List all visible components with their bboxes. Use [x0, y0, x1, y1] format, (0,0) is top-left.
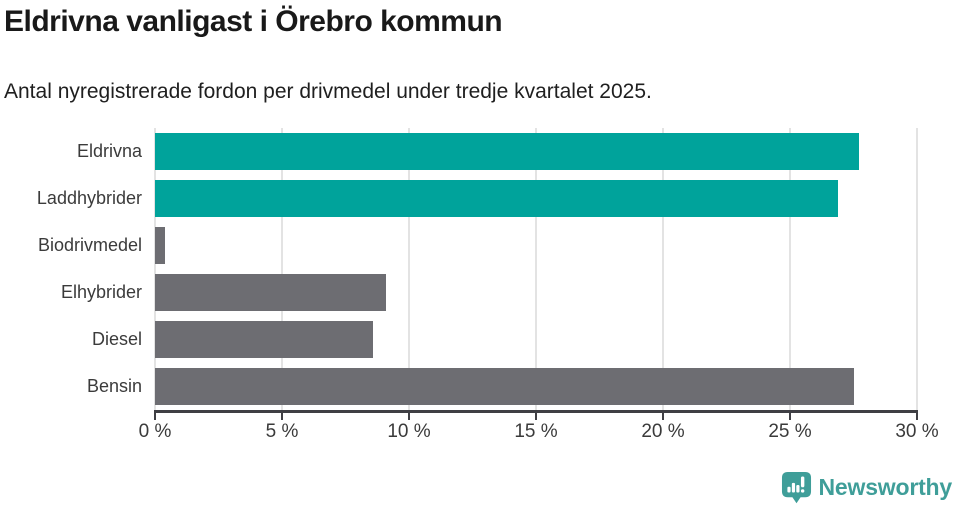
x-axis-tick: [154, 410, 156, 420]
gridline: [408, 128, 410, 410]
bar-row: Diesel: [0, 316, 917, 363]
chart-subtitle: Antal nyregistrerade fordon per drivmede…: [4, 80, 652, 103]
bar-chart-speech-bubble-icon: [781, 471, 812, 504]
x-tick-label: 30 %: [895, 421, 939, 442]
x-axis-tick: [789, 410, 791, 420]
bar-track: [155, 128, 917, 175]
newsworthy-logo-text: Newsworthy: [818, 473, 953, 500]
chart-title: Eldrivna vanligast i Örebro kommun: [4, 5, 503, 38]
bar-row: Bensin: [0, 363, 917, 410]
x-axis-tick: [662, 410, 664, 420]
bar-track: [155, 222, 917, 269]
x-tick-label: 5 %: [265, 421, 299, 442]
x-tick-label: 20 %: [641, 421, 685, 442]
bar-track: [155, 175, 917, 222]
x-axis-tick: [916, 410, 918, 420]
bar-eldrivna: [155, 133, 859, 170]
x-tick-label: 25 %: [768, 421, 812, 442]
category-label: Elhybrider: [60, 282, 142, 302]
newsworthy-logo[interactable]: Newsworthy: [781, 470, 952, 504]
bar-biodrivmedel: [155, 227, 166, 264]
x-axis-tick: [535, 410, 537, 420]
bar-laddhybrider: [155, 180, 839, 217]
bar-rows: Eldrivna Laddhybrider Biodrivmedel Elhyb…: [0, 128, 917, 410]
plot-gridlines: [154, 128, 918, 410]
bar-row: Laddhybrider: [0, 175, 917, 222]
x-tick-label: 10 %: [387, 421, 431, 442]
bar-diesel: [155, 321, 374, 358]
bar-track: [155, 269, 917, 316]
gridline: [154, 128, 156, 410]
category-label: Diesel: [91, 329, 142, 349]
bar-row: Biodrivmedel: [0, 222, 917, 269]
x-tick-label: 0 %: [138, 421, 172, 442]
x-axis-tick-labels: 0 % 5 % 10 % 15 % 20 % 25 % 30 %: [139, 421, 939, 445]
bar-track: [155, 363, 917, 410]
gridline: [535, 128, 537, 410]
gridline: [281, 128, 283, 410]
bar-row: Elhybrider: [0, 269, 917, 316]
gridline: [662, 128, 664, 410]
category-label: Biodrivmedel: [37, 235, 142, 255]
gridline: [916, 128, 918, 410]
bar-bensin: [155, 368, 854, 405]
bar-elhybrider: [155, 274, 387, 311]
category-label: Bensin: [86, 376, 142, 396]
bar-row: Eldrivna: [0, 128, 917, 175]
x-tick-label: 15 %: [514, 421, 558, 442]
x-axis-tick: [281, 410, 283, 420]
x-axis: [154, 410, 918, 420]
x-axis-tick: [408, 410, 410, 420]
gridline: [789, 128, 791, 410]
bar-track: [155, 316, 917, 363]
category-label: Eldrivna: [76, 141, 142, 161]
category-label: Laddhybrider: [36, 188, 142, 208]
